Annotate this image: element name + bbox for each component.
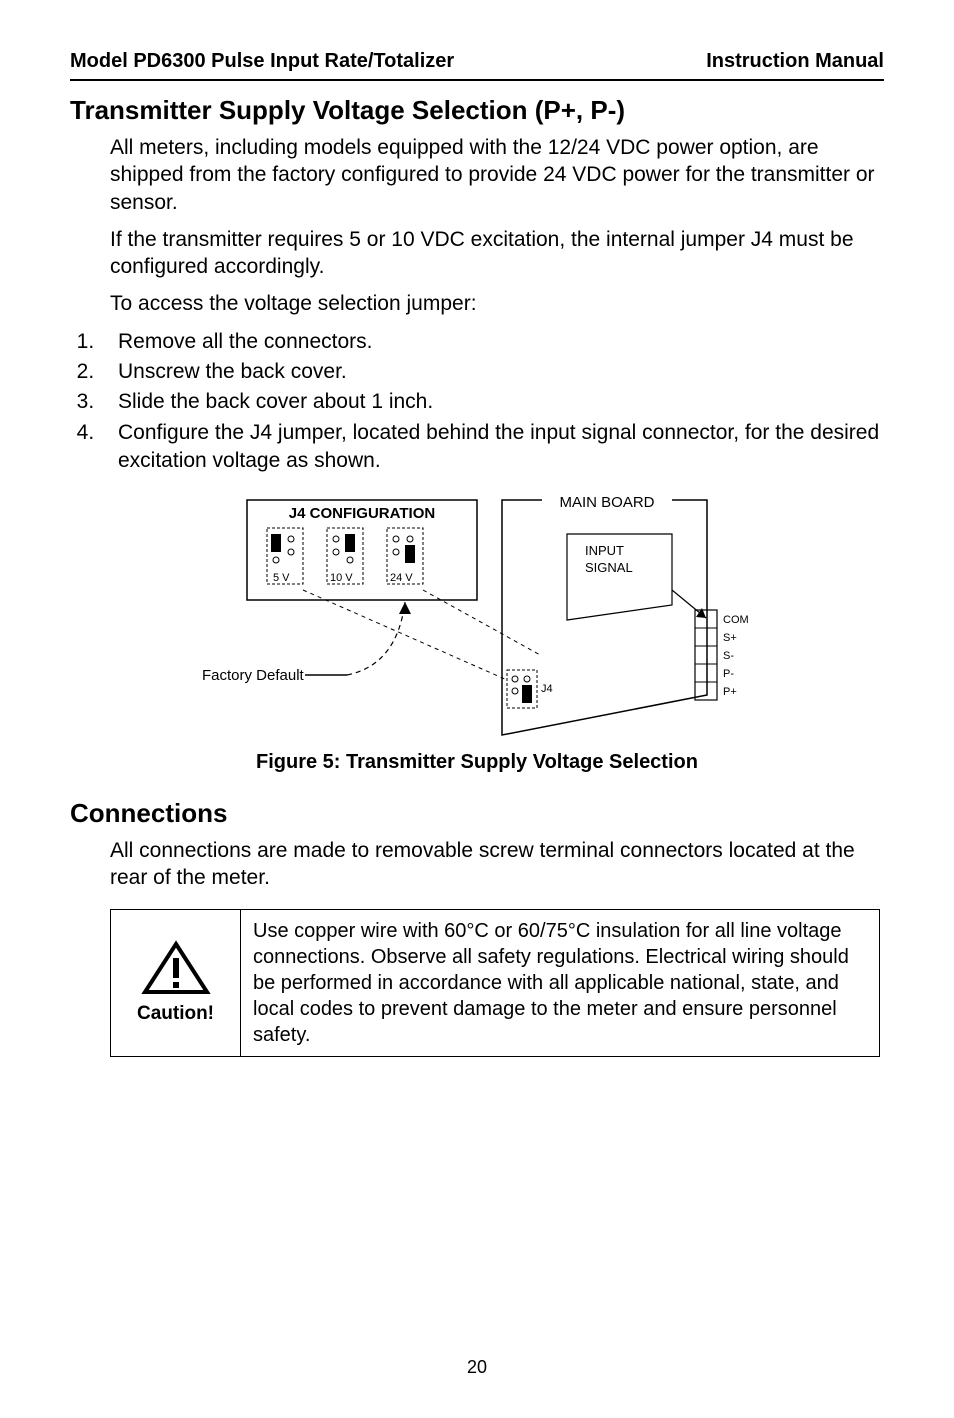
svg-text:10 V: 10 V	[330, 572, 353, 584]
svg-text:24 V: 24 V	[390, 572, 413, 584]
svg-text:S-: S-	[723, 650, 734, 662]
figure-caption: Figure 5: Transmitter Supply Voltage Sel…	[70, 751, 884, 774]
header-rule	[70, 79, 884, 81]
svg-text:P+: P+	[723, 686, 737, 698]
section1-p3: To access the voltage selection jumper:	[110, 290, 884, 317]
header-right: Instruction Manual	[706, 50, 884, 73]
svg-text:MAIN BOARD: MAIN BOARD	[559, 494, 654, 511]
steps-list: Remove all the connectors. Unscrew the b…	[70, 328, 884, 476]
step-item: Slide the back cover about 1 inch.	[100, 388, 884, 416]
page-number: 20	[70, 1357, 884, 1378]
svg-text:P-: P-	[723, 668, 734, 680]
header-left: Model PD6300 Pulse Input Rate/Totalizer	[70, 50, 454, 73]
step-item: Remove all the connectors.	[100, 328, 884, 356]
caution-text: Use copper wire with 60°C or 60/75°C ins…	[241, 910, 880, 1057]
section-title-transmitter: Transmitter Supply Voltage Selection (P+…	[70, 95, 884, 126]
svg-text:COM: COM	[723, 614, 749, 626]
figure-transmitter-supply: J4 CONFIGURATION 5 V 10 V	[70, 490, 884, 745]
svg-text:J4 CONFIGURATION: J4 CONFIGURATION	[289, 505, 435, 522]
svg-text:J4: J4	[541, 683, 553, 695]
caution-label: Caution!	[137, 1003, 214, 1024]
section-title-connections: Connections	[70, 798, 884, 829]
page-header: Model PD6300 Pulse Input Rate/Totalizer …	[70, 50, 884, 73]
svg-text:SIGNAL: SIGNAL	[585, 560, 633, 575]
svg-text:INPUT: INPUT	[585, 543, 624, 558]
svg-text:Factory Default: Factory Default	[202, 667, 305, 684]
section2-p1: All connections are made to removable sc…	[110, 837, 884, 892]
section1-p1: All meters, including models equipped wi…	[110, 134, 884, 216]
caution-box: Caution! Use copper wire with 60°C or 60…	[110, 909, 880, 1057]
step-item: Unscrew the back cover.	[100, 358, 884, 386]
svg-text:S+: S+	[723, 632, 737, 644]
step-item: Configure the J4 jumper, located behind …	[100, 419, 884, 476]
warning-icon	[141, 940, 211, 996]
svg-text:5 V: 5 V	[273, 572, 290, 584]
section1-p2: If the transmitter requires 5 or 10 VDC …	[110, 226, 884, 281]
